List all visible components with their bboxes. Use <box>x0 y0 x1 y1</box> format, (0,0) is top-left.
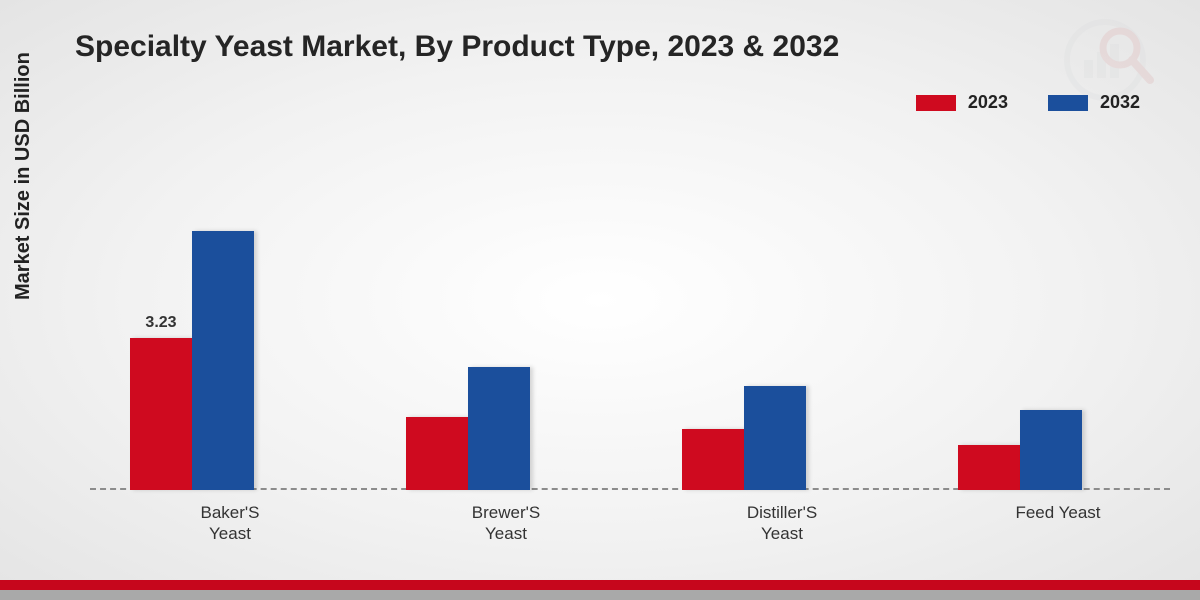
legend-label-2032: 2032 <box>1100 92 1140 113</box>
x-label-1: Brewer'S Yeast <box>406 490 606 545</box>
x-label-0: Baker'S Yeast <box>130 490 330 545</box>
x-label-3: Feed Yeast <box>958 490 1158 523</box>
legend-item-2032: 2032 <box>1048 92 1140 113</box>
chart-title: Specialty Yeast Market, By Product Type,… <box>75 30 839 64</box>
bar-2023-1 <box>406 417 468 490</box>
bar-2032-0 <box>192 231 254 490</box>
x-label-2-line1: Distiller'S <box>747 503 817 522</box>
legend-label-2023: 2023 <box>968 92 1008 113</box>
bar-2032-3 <box>1020 410 1082 490</box>
footer-bar-red <box>0 580 1200 590</box>
x-label-0-line1: Baker'S <box>201 503 260 522</box>
bar-2023-3 <box>958 445 1020 490</box>
bar-2032-2 <box>744 386 806 490</box>
legend-swatch-2023 <box>916 95 956 111</box>
bar-2023-2 <box>682 429 744 490</box>
plot-area: 3.23 Baker'S Yeast Brewer'S Yeast Distil… <box>90 160 1170 490</box>
legend-item-2023: 2023 <box>916 92 1008 113</box>
x-label-3-line1: Feed Yeast <box>1015 503 1100 522</box>
bar-2023-0 <box>130 338 192 490</box>
legend: 2023 2032 <box>916 92 1140 113</box>
bar-2032-1 <box>468 367 530 490</box>
y-axis-label: Market Size in USD Billion <box>12 52 35 300</box>
bar-group-0: 3.23 Baker'S Yeast <box>130 160 330 490</box>
page: Specialty Yeast Market, By Product Type,… <box>0 0 1200 600</box>
bar-group-2: Distiller'S Yeast <box>682 160 882 490</box>
x-label-0-line2: Yeast <box>209 524 251 543</box>
x-label-2-line2: Yeast <box>761 524 803 543</box>
x-label-2: Distiller'S Yeast <box>682 490 882 545</box>
x-label-1-line2: Yeast <box>485 524 527 543</box>
bar-group-3: Feed Yeast <box>958 160 1158 490</box>
bar-group-1: Brewer'S Yeast <box>406 160 606 490</box>
legend-swatch-2032 <box>1048 95 1088 111</box>
x-label-1-line1: Brewer'S <box>472 503 540 522</box>
bar-label-2023-0: 3.23 <box>130 314 192 332</box>
footer-bar-gray <box>0 590 1200 600</box>
